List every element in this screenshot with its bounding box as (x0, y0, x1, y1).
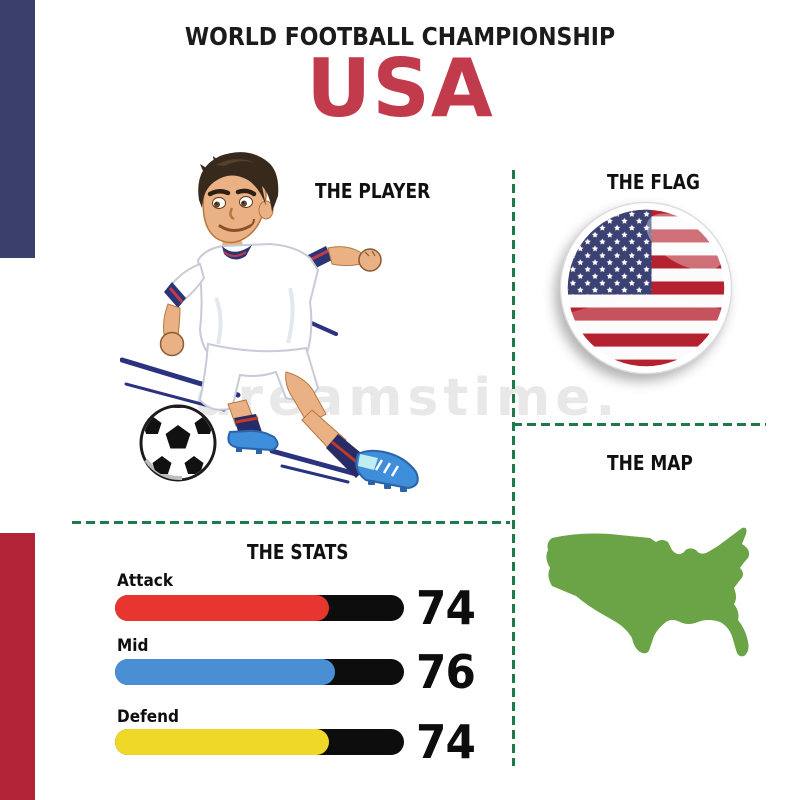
flag-section-label: THE FLAG (607, 170, 700, 194)
stat-bar-mid-fill (115, 659, 335, 685)
player-section-label: THE PLAYER (315, 179, 431, 203)
vertical-divider-dashed (512, 170, 515, 766)
soccer-player-illustration (120, 152, 419, 492)
player-back-leg (227, 399, 279, 454)
player-shorts (198, 342, 320, 411)
player-left-arm (159, 262, 206, 357)
player-jersey (196, 242, 320, 366)
country-title: USA (306, 42, 494, 135)
player-front-leg (285, 371, 419, 492)
map-section-label: THE MAP (607, 451, 693, 475)
left-accent-bar-red (0, 533, 35, 800)
stat-bar-defend (115, 729, 404, 755)
stat-bar-attack (115, 595, 404, 621)
stat-label-mid: Mid (117, 636, 149, 656)
soccer-ball-icon (139, 404, 217, 482)
stat-bar-attack-fill (115, 595, 329, 621)
stat-label-attack: Attack (117, 571, 174, 591)
stat-bar-mid (115, 659, 404, 685)
usa-flag-badge-icon (559, 201, 733, 375)
usa-map-icon (546, 527, 750, 657)
flag-map-divider-dashed (513, 423, 766, 426)
stats-divider-dashed (72, 521, 510, 524)
stat-label-defend: Defend (117, 707, 179, 727)
competition-title: WORLD FOOTBALL CHAMPIONSHIP (184, 22, 616, 51)
left-accent-bar-navy (0, 0, 35, 258)
player-head (198, 152, 279, 254)
stat-value-mid: 76 (416, 645, 476, 699)
stat-value-attack: 74 (416, 581, 476, 635)
stat-bar-defend-fill (115, 729, 329, 755)
stats-section-label: THE STATS (247, 540, 349, 564)
stat-value-defend: 74 (416, 715, 476, 769)
